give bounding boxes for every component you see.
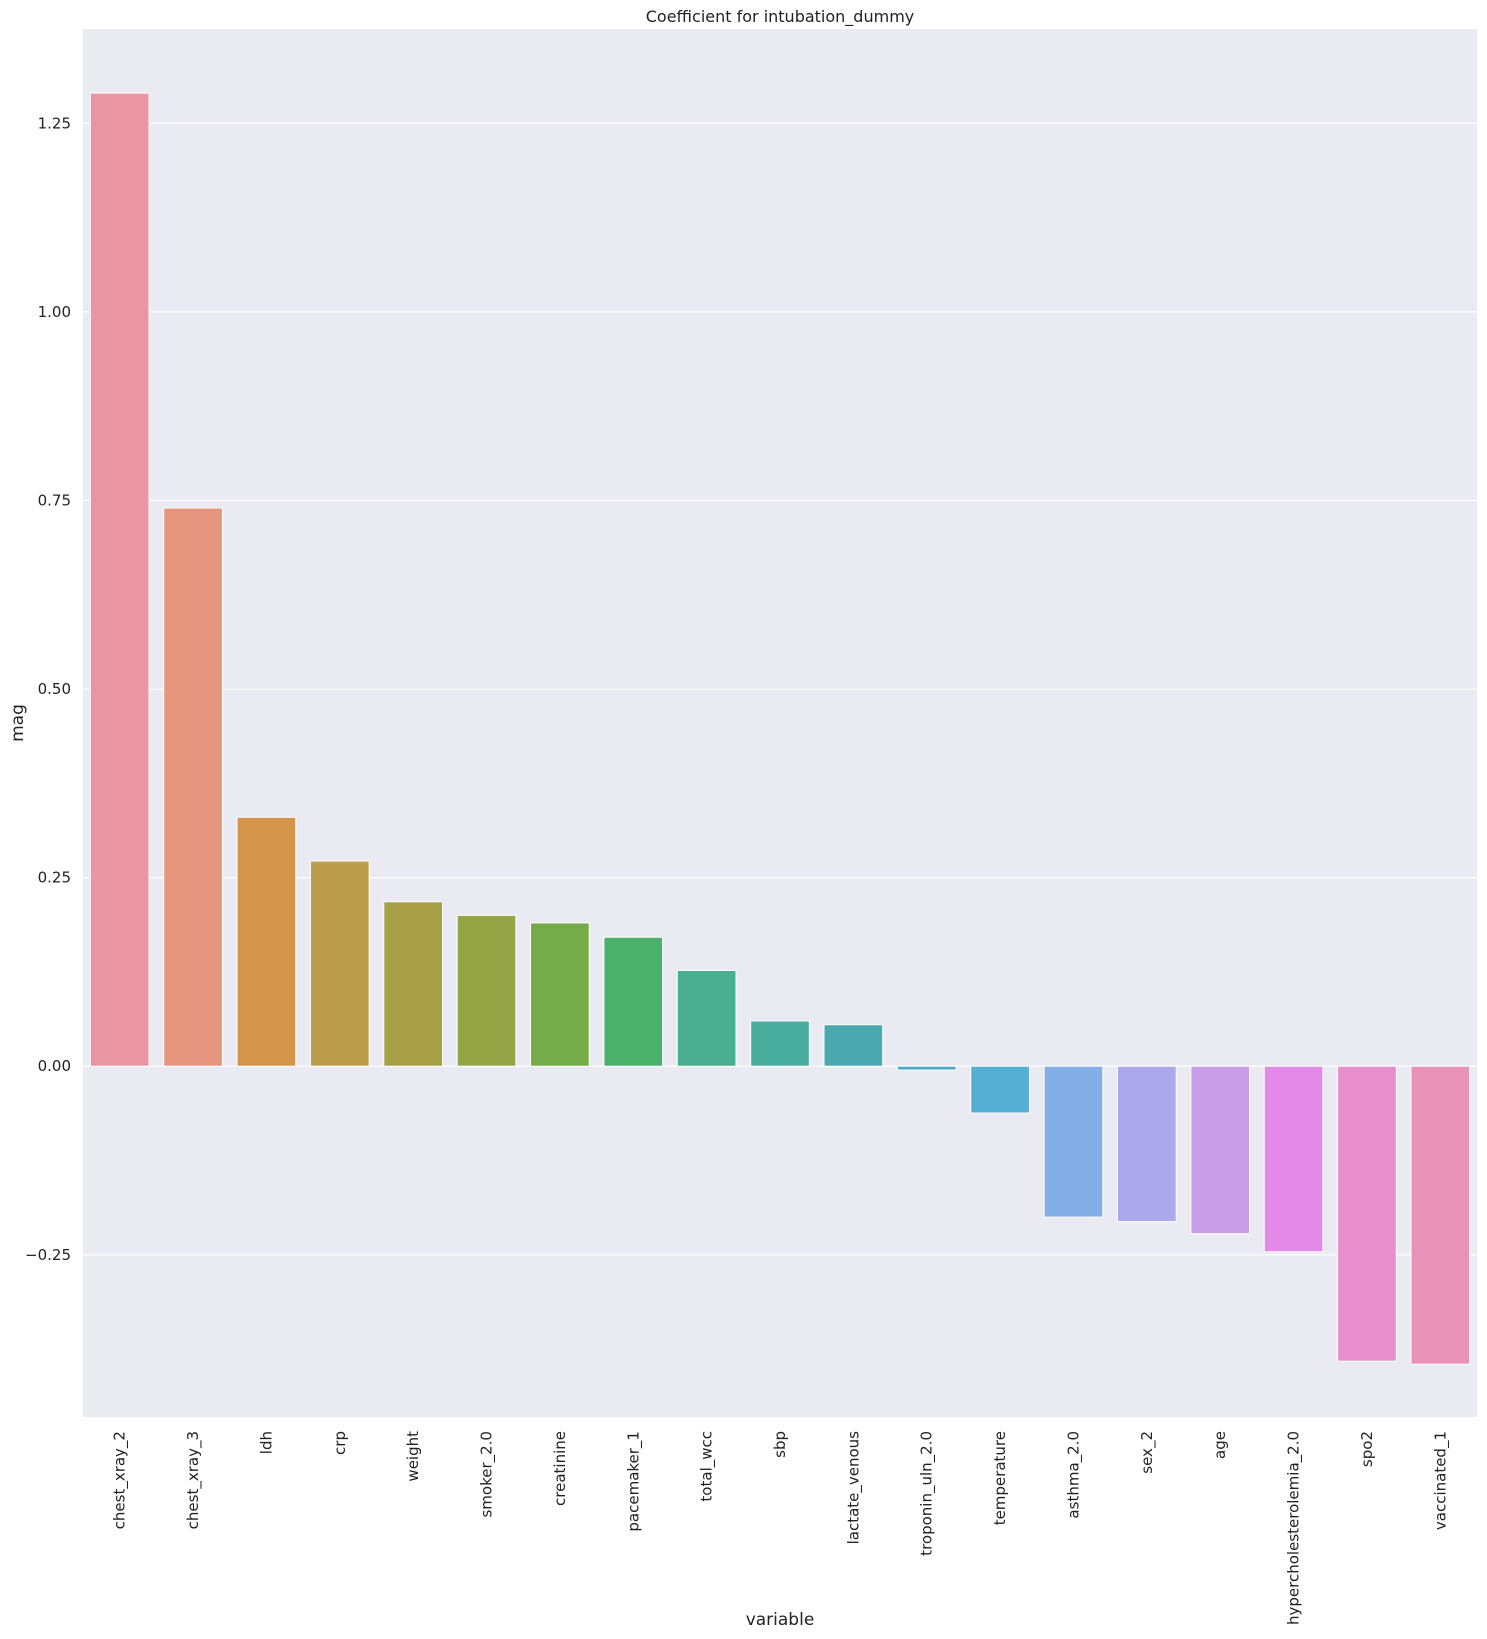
chart-title: Coefficient for intubation_dummy	[646, 7, 915, 27]
x-tick-label: chest_xray_3	[184, 1431, 203, 1529]
bar-crp	[309, 860, 370, 1067]
bar-chest_xray_3	[163, 507, 223, 1067]
x-tick-label: sbp	[771, 1431, 789, 1458]
y-tick-label: 0.50	[38, 680, 71, 698]
bar-creatinine	[530, 922, 590, 1067]
x-tick-label: temperature	[991, 1431, 1009, 1525]
x-tick-label: smoker_2.0	[478, 1431, 497, 1518]
bar-pacemaker_1	[603, 936, 664, 1067]
y-tick-label: 1.25	[38, 114, 71, 132]
x-tick-label: age	[1211, 1431, 1229, 1459]
x-tick-label: total_wcc	[698, 1431, 717, 1502]
x-tick-label: lactate_venous	[844, 1431, 863, 1545]
bars	[89, 92, 1471, 1365]
x-tick-label: troponin_uln_2.0	[918, 1431, 937, 1556]
y-tick-label: 0.00	[38, 1057, 71, 1075]
bar-age	[1190, 1065, 1251, 1235]
bar-sbp	[750, 1020, 810, 1067]
bar-total_wcc	[676, 969, 737, 1067]
bar-smoker_2.0	[456, 914, 517, 1067]
x-axis-label: variable	[746, 1610, 815, 1630]
bar-ldh	[236, 816, 297, 1067]
bar-weight	[383, 901, 444, 1067]
y-tick-label: 1.00	[38, 303, 71, 321]
bar-temperature	[970, 1065, 1030, 1114]
y-tick-labels: −0.25 0.00 0.25 0.50 0.75 1.00 1.25	[25, 114, 71, 1264]
bar-vaccinated_1	[1410, 1065, 1471, 1365]
bar-troponin_uln_2.0	[896, 1065, 957, 1071]
x-tick-label: vaccinated_1	[1431, 1431, 1450, 1530]
y-tick-label: 0.25	[38, 869, 71, 887]
y-axis-label: mag	[8, 704, 28, 742]
bar-chest_xray_2	[89, 92, 150, 1067]
x-tick-label: crp	[331, 1431, 349, 1455]
x-tick-label: creatinine	[551, 1431, 569, 1506]
bar-sex_2	[1116, 1065, 1177, 1223]
bar-spo2	[1337, 1065, 1397, 1362]
x-tick-label: weight	[404, 1431, 422, 1482]
x-tick-label: hypercholesterolemia_2.0	[1285, 1431, 1304, 1625]
bar-hypercholesterolemia_2.0	[1263, 1065, 1324, 1253]
y-tick-label: 0.75	[38, 491, 71, 509]
x-tick-labels: chest_xray_2 chest_xray_3 ldh crp weight smok…	[111, 1431, 1451, 1625]
x-tick-label: pacemaker_1	[624, 1431, 643, 1532]
x-tick-label: spo2	[1358, 1431, 1376, 1467]
bar-lactate_venous	[823, 1024, 884, 1067]
x-tick-label: sex_2	[1138, 1431, 1157, 1474]
x-tick-label: ldh	[257, 1431, 275, 1454]
x-tick-label: asthma_2.0	[1064, 1431, 1083, 1519]
y-tick-label: −0.25	[25, 1246, 71, 1264]
x-tick-label: chest_xray_2	[111, 1431, 130, 1529]
bar-asthma_2.0	[1043, 1065, 1104, 1218]
